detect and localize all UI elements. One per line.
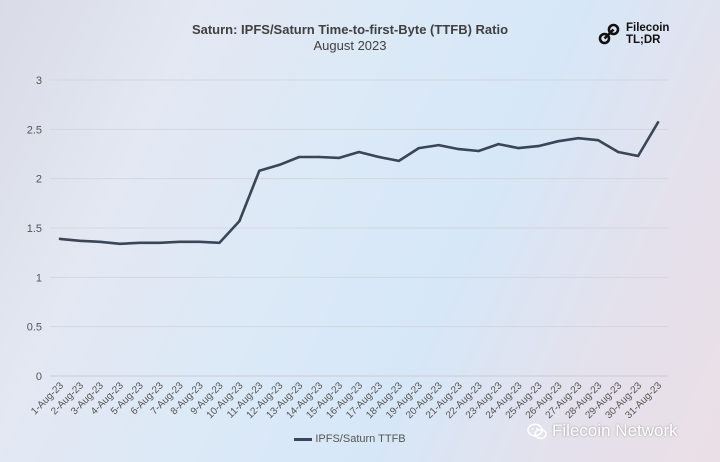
data-point xyxy=(238,219,241,223)
y-tick-label: 2.5 xyxy=(27,124,42,136)
data-point xyxy=(78,239,82,243)
data-point xyxy=(636,154,640,158)
legend-series-swatch xyxy=(294,437,313,441)
data-point xyxy=(557,139,560,143)
data-point xyxy=(258,169,261,172)
data-point xyxy=(437,143,440,147)
data-point xyxy=(357,150,361,154)
data-point xyxy=(98,240,102,244)
data-point xyxy=(337,156,341,160)
brand-name-line2: TL;DR xyxy=(626,34,661,46)
y-tick-label: 0.5 xyxy=(27,322,42,334)
data-point xyxy=(297,155,301,159)
data-point xyxy=(577,137,580,140)
data-point xyxy=(537,144,540,148)
data-point xyxy=(497,142,500,146)
chart-legend: IPFS/Saturn TTFB xyxy=(0,433,700,445)
filecoin-logo-icon xyxy=(598,23,620,45)
data-point xyxy=(118,242,121,245)
data-point xyxy=(218,241,221,244)
y-tick-label: 0 xyxy=(36,371,42,383)
data-point xyxy=(457,147,460,151)
filecoin-tldr-logo: Filecoin TL;DR xyxy=(598,22,669,46)
chart-subtitle: August 2023 xyxy=(313,38,387,53)
data-point xyxy=(158,241,161,244)
data-point xyxy=(58,237,62,241)
chart-title: Saturn: IPFS/Saturn Time-to-first-Byte (… xyxy=(191,22,509,37)
data-point xyxy=(317,155,321,159)
data-point xyxy=(377,155,381,159)
series-line xyxy=(58,121,660,246)
data-point xyxy=(138,241,141,244)
data-point xyxy=(477,149,480,153)
brand-name-line1: Filecoin xyxy=(626,22,670,34)
data-point xyxy=(198,240,201,244)
watermark: Filecoin Network xyxy=(527,421,678,441)
legend-series-label: IPFS/Saturn TTFB xyxy=(315,433,406,445)
data-point xyxy=(517,146,520,150)
data-point xyxy=(178,240,181,244)
data-point xyxy=(397,159,401,163)
y-tick-label: 1 xyxy=(36,272,42,284)
data-point xyxy=(616,150,620,154)
brand-text: Filecoin TL;DR xyxy=(626,22,669,46)
y-tick-label: 1.5 xyxy=(27,223,42,235)
wechat-icon xyxy=(527,422,547,439)
data-point xyxy=(656,121,660,124)
data-point xyxy=(417,146,421,150)
watermark-text: Filecoin Network xyxy=(552,421,678,440)
data-point xyxy=(278,163,281,167)
y-tick-label: 2 xyxy=(36,174,42,186)
data-point xyxy=(597,138,600,142)
y-tick-label: 3 xyxy=(36,75,42,87)
